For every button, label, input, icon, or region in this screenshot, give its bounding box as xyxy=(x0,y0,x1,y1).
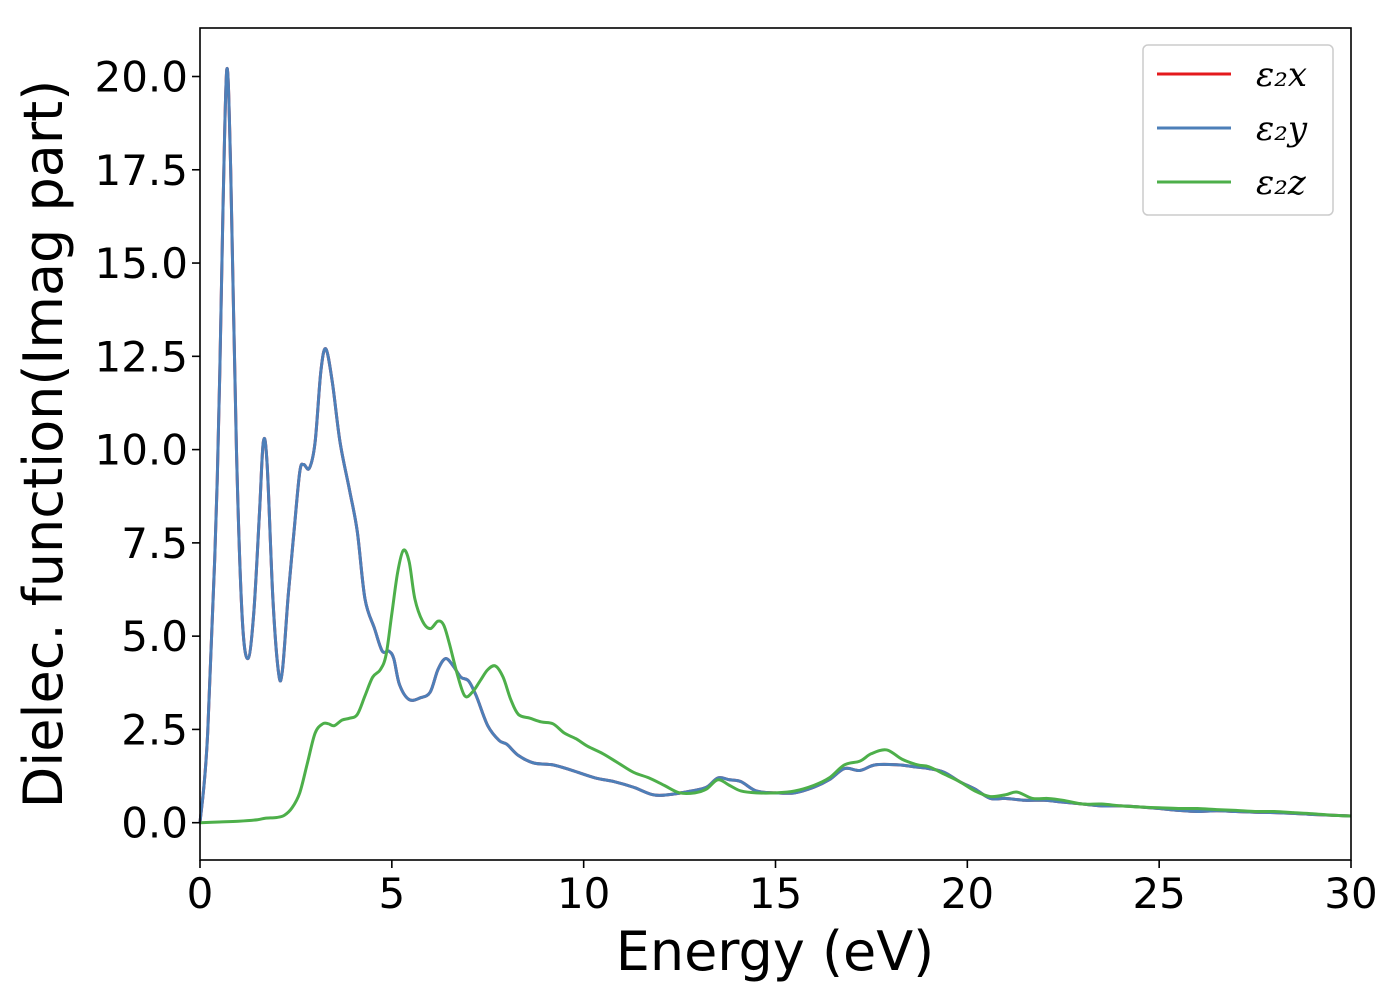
y-axis-ticks: 0.0 2.5 5.0 7.5 10.0 12.5 15.0 17.5 20.0 xyxy=(94,53,200,848)
y-tick-label: 12.5 xyxy=(94,332,188,381)
x-tick-label: 0 xyxy=(187,869,214,918)
series-line-2 xyxy=(199,548,1352,825)
x-tick-label: 20 xyxy=(941,869,994,918)
y-tick-label: 2.5 xyxy=(121,705,188,754)
legend-box xyxy=(1142,44,1334,216)
y-tick-label: 7.5 xyxy=(121,519,188,568)
legend-label-0: ε₂x xyxy=(1256,55,1307,95)
y-tick-label: 15.0 xyxy=(94,239,188,288)
y-axis-label: Dielec. function(Imag part) xyxy=(12,80,75,809)
legend: ε₂x ε₂y ε₂z xyxy=(1142,44,1334,216)
y-tick-label: 20.0 xyxy=(94,53,188,102)
x-tick-label: 15 xyxy=(749,869,802,918)
y-tick-label: 0.0 xyxy=(121,799,188,848)
x-tick-label: 25 xyxy=(1132,869,1185,918)
legend-label-2: ε₂z xyxy=(1256,163,1307,203)
x-tick-label: 5 xyxy=(378,869,405,918)
x-axis-ticks: 0 5 10 15 20 25 30 xyxy=(187,860,1378,918)
y-tick-label: 10.0 xyxy=(94,426,188,475)
x-tick-label: 30 xyxy=(1324,869,1377,918)
x-tick-label: 10 xyxy=(557,869,610,918)
legend-items: ε₂x ε₂y ε₂z xyxy=(1157,55,1308,203)
x-axis-label: Energy (eV) xyxy=(616,920,935,983)
y-tick-label: 5.0 xyxy=(121,612,188,661)
y-tick-label: 17.5 xyxy=(94,146,188,195)
legend-label-1: ε₂y xyxy=(1256,109,1308,149)
series-layer xyxy=(198,67,1352,825)
